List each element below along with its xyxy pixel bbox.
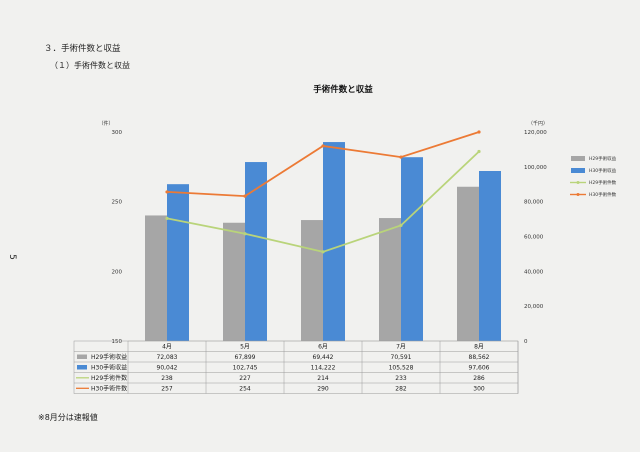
right-tick-label: 60,000 [524,235,544,241]
table-value: 286 [473,375,485,382]
right-tick-label: 20,000 [524,304,544,310]
right-axis-unit: （千円） [528,120,548,127]
bar-H30手術収益 [323,142,345,341]
legend-label: H29手術件数 [589,179,617,186]
legend-marker [576,193,580,196]
table-value: 233 [395,375,407,382]
right-tick-label: 0 [524,339,528,345]
category-label: 6月 [318,344,328,351]
table-value: 102,745 [233,365,258,372]
legend-swatch [571,168,585,173]
table-swatch [77,354,87,359]
table-swatch [77,365,87,370]
bar-H29手術収益 [301,220,323,341]
table-value: 257 [161,386,173,393]
table-series-name: H29手術収益 [91,353,127,361]
bar-H29手術収益 [223,222,245,341]
table-value: 105,528 [389,365,414,372]
legend-label: H29手術収益 [589,155,617,162]
table-value: 90,042 [157,365,178,372]
bar-H29手術収益 [457,186,479,341]
legend-label: H30手術収益 [589,167,617,174]
legend-swatch [571,156,585,161]
table-series-name: H29手術件数 [91,374,127,382]
series-point-H29手術件数 [243,232,247,236]
footnote: ※8月分は速報値 [38,413,98,422]
table-value: 300 [473,386,485,393]
table-value: 227 [239,375,251,382]
left-tick-label: 250 [112,200,123,206]
right-tick-label: 100,000 [524,165,547,171]
table-value: 114,222 [311,365,336,372]
series-point-H30手術件数 [399,155,403,159]
right-tick-label: 40,000 [524,269,544,275]
right-tick-label: 120,000 [524,130,547,136]
series-point-H29手術件数 [477,149,481,154]
left-tick-label: 200 [112,269,123,275]
bar-H30手術収益 [401,157,423,341]
category-label: 7月 [396,344,406,351]
bar-H30手術収益 [167,184,189,341]
series-point-H29手術件数 [399,223,403,227]
series-point-H30手術件数 [321,144,325,148]
legend-label: H30手術件数 [589,191,617,198]
table-value: 97,606 [469,365,490,372]
table-value: 88,562 [469,354,490,361]
right-tick-label: 80,000 [524,200,544,206]
left-tick-label: 150 [112,339,123,345]
table-value: 67,899 [235,354,256,361]
category-label: 5月 [240,344,250,351]
section-heading: ３．手術件数と収益 [44,44,121,54]
series-point-H30手術件数 [243,194,247,198]
left-axis-unit: （件） [98,120,113,127]
table-series-name: H30手術件数 [91,385,127,393]
table-series-name: H30手術収益 [91,364,127,372]
left-tick-label: 300 [112,130,123,136]
series-point-H29手術件数 [165,216,169,220]
bar-H29手術収益 [145,215,167,341]
table-value: 254 [239,386,251,393]
chart-title: 手術件数と収益 [313,84,373,95]
subsection-heading: （１）手術件数と収益 [50,61,130,70]
category-label: 8月 [474,344,484,351]
series-point-H30手術件数 [165,190,169,194]
table-value: 72,083 [157,354,178,361]
data-table-frame [73,340,519,394]
bar-H30手術収益 [245,162,267,341]
table-value: 214 [317,375,329,382]
bar-H30手術収益 [479,171,501,341]
series-point-H30手術件数 [477,130,481,134]
category-label: 4月 [162,344,172,351]
legend-marker [576,181,580,184]
series-point-H29手術件数 [321,250,325,254]
bar-H29手術収益 [379,218,401,341]
table-value: 238 [161,375,173,382]
table-value: 290 [317,386,329,393]
table-value: 69,442 [313,354,334,361]
table-value: 282 [395,386,407,393]
table-value: 70,591 [391,354,412,361]
